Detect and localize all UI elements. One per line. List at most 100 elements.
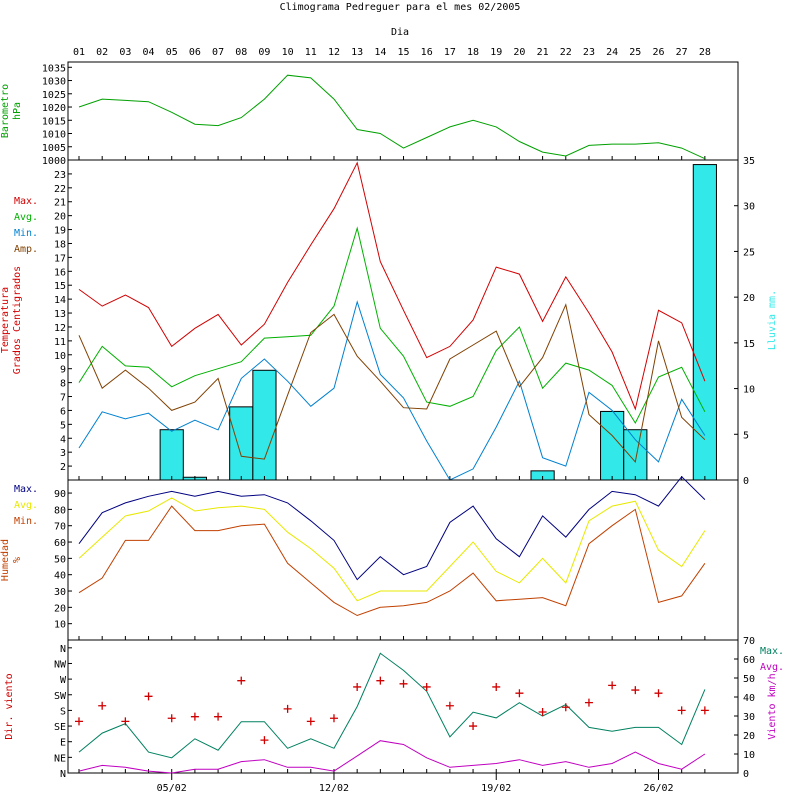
day-tick-label: 20 (513, 47, 525, 58)
y-axis-label: hPa (12, 102, 23, 120)
wind-direction-marker (515, 689, 524, 698)
day-tick-label: 11 (305, 47, 317, 58)
y-axis-label: Temperatura (0, 287, 11, 353)
y-tick-label: 70 (54, 522, 66, 533)
y-tick-label: N (60, 769, 66, 780)
wind-direction-marker (167, 714, 176, 723)
legend-label: Avg. (760, 662, 784, 673)
y-axis-label: Dir. viento (4, 673, 15, 739)
wind-direction-marker (584, 698, 593, 707)
y-tick-label: 1000 (42, 156, 66, 167)
day-tick-label: 22 (560, 47, 572, 58)
wind-direction-marker (214, 712, 223, 721)
legend-label: Max. (14, 484, 38, 495)
day-tick-label: 10 (282, 47, 294, 58)
series-line (78, 74, 706, 160)
y2-tick-label: 0 (743, 476, 749, 487)
y2-tick-label: 50 (743, 674, 755, 685)
y-tick-label: 10 (54, 620, 66, 631)
wind-direction-marker (144, 692, 153, 701)
legend-label: Max. (760, 646, 784, 657)
chart-title: Climograma Pedreguer para el mes 02/2005 (280, 2, 521, 13)
y2-axis-label: Viento km/h (767, 673, 778, 739)
wind-direction-marker (75, 717, 83, 726)
date-tick-label: 26/02 (643, 783, 673, 794)
date-tick-label: 12/02 (319, 783, 349, 794)
y-tick-label: E (60, 738, 66, 749)
day-tick-label: 26 (652, 47, 664, 58)
y-tick-label: 20 (54, 603, 66, 614)
wind-direction-marker (329, 714, 338, 723)
y-tick-label: 6 (60, 406, 66, 417)
wind-direction-marker (445, 701, 454, 710)
y2-tick-label: 35 (743, 156, 755, 167)
y-tick-label: 1025 (42, 90, 66, 101)
day-tick-label: 23 (583, 47, 595, 58)
y-tick-label: 1015 (42, 116, 66, 127)
y-tick-label: 40 (54, 571, 66, 582)
y2-tick-label: 25 (743, 247, 755, 258)
series-line (78, 475, 706, 581)
legend-label: Min. (14, 228, 38, 239)
y2-tick-label: 70 (743, 636, 755, 647)
y-tick-label: 17 (54, 253, 66, 264)
y-tick-label: 4 (60, 434, 66, 445)
wind-direction-marker (190, 712, 199, 721)
y-tick-label: N (60, 644, 66, 655)
y-tick-label: 80 (54, 505, 66, 516)
y-tick-label: SE (54, 722, 66, 733)
y-tick-label: 11 (54, 337, 66, 348)
y-tick-label: 9 (60, 365, 66, 376)
y-tick-label: 60 (54, 538, 66, 549)
day-tick-label: 05 (166, 47, 178, 58)
y-tick-label: 7 (60, 393, 66, 404)
legend-label: Min. (14, 516, 38, 527)
panel-frame (67, 479, 739, 641)
legend-label: Avg. (14, 212, 38, 223)
wind-direction-marker (98, 701, 107, 710)
y-axis-label: % (12, 557, 23, 563)
day-tick-label: 28 (699, 47, 711, 58)
wind-direction-marker (654, 689, 663, 698)
y-tick-label: 14 (54, 295, 66, 306)
day-tick-label: 25 (629, 47, 641, 58)
wind-direction-marker (561, 703, 570, 712)
y-tick-label: 12 (54, 323, 66, 334)
y-tick-label: NW (54, 659, 67, 670)
panel-frame (67, 639, 739, 774)
y-tick-label: 18 (54, 239, 66, 250)
y-tick-label: 19 (54, 226, 66, 237)
wind-direction-marker (631, 686, 640, 695)
y-tick-label: 50 (54, 554, 66, 565)
day-tick-label: 08 (235, 47, 247, 58)
legend-label: Amp. (14, 244, 38, 255)
day-tick-label: 01 (73, 47, 85, 58)
y2-tick-label: 0 (743, 769, 749, 780)
wind-direction-marker (306, 717, 315, 726)
y-tick-label: 20 (54, 212, 66, 223)
y-tick-label: S (60, 706, 66, 717)
y-tick-label: 21 (54, 198, 66, 209)
day-tick-label: 19 (490, 47, 502, 58)
date-tick-label: 05/02 (157, 783, 187, 794)
y2-tick-label: 30 (743, 712, 755, 723)
wind-direction-marker (237, 676, 246, 685)
day-tick-label: 09 (258, 47, 270, 58)
wind-direction-marker (538, 707, 547, 716)
day-tick-label: 14 (374, 47, 386, 58)
chart-layer: 01 02 03 04 05 06 07 08 09 10 11 12 13 14 15 16 17 18 19 20… (0, 47, 784, 794)
day-tick-label: 03 (119, 47, 131, 58)
y-tick-label: 90 (54, 489, 66, 500)
y-tick-label: 8 (60, 379, 66, 390)
day-tick-label: 12 (328, 47, 340, 58)
rain-bar (252, 369, 277, 481)
wind-direction-marker (399, 679, 408, 688)
y2-tick-label: 10 (743, 385, 755, 396)
rain-bar (229, 406, 254, 481)
y-tick-label: 1030 (42, 77, 66, 88)
series-line (78, 161, 706, 411)
series-line (78, 226, 706, 425)
y-axis-label: Barometro (0, 84, 11, 138)
wind-direction-marker (376, 676, 385, 685)
